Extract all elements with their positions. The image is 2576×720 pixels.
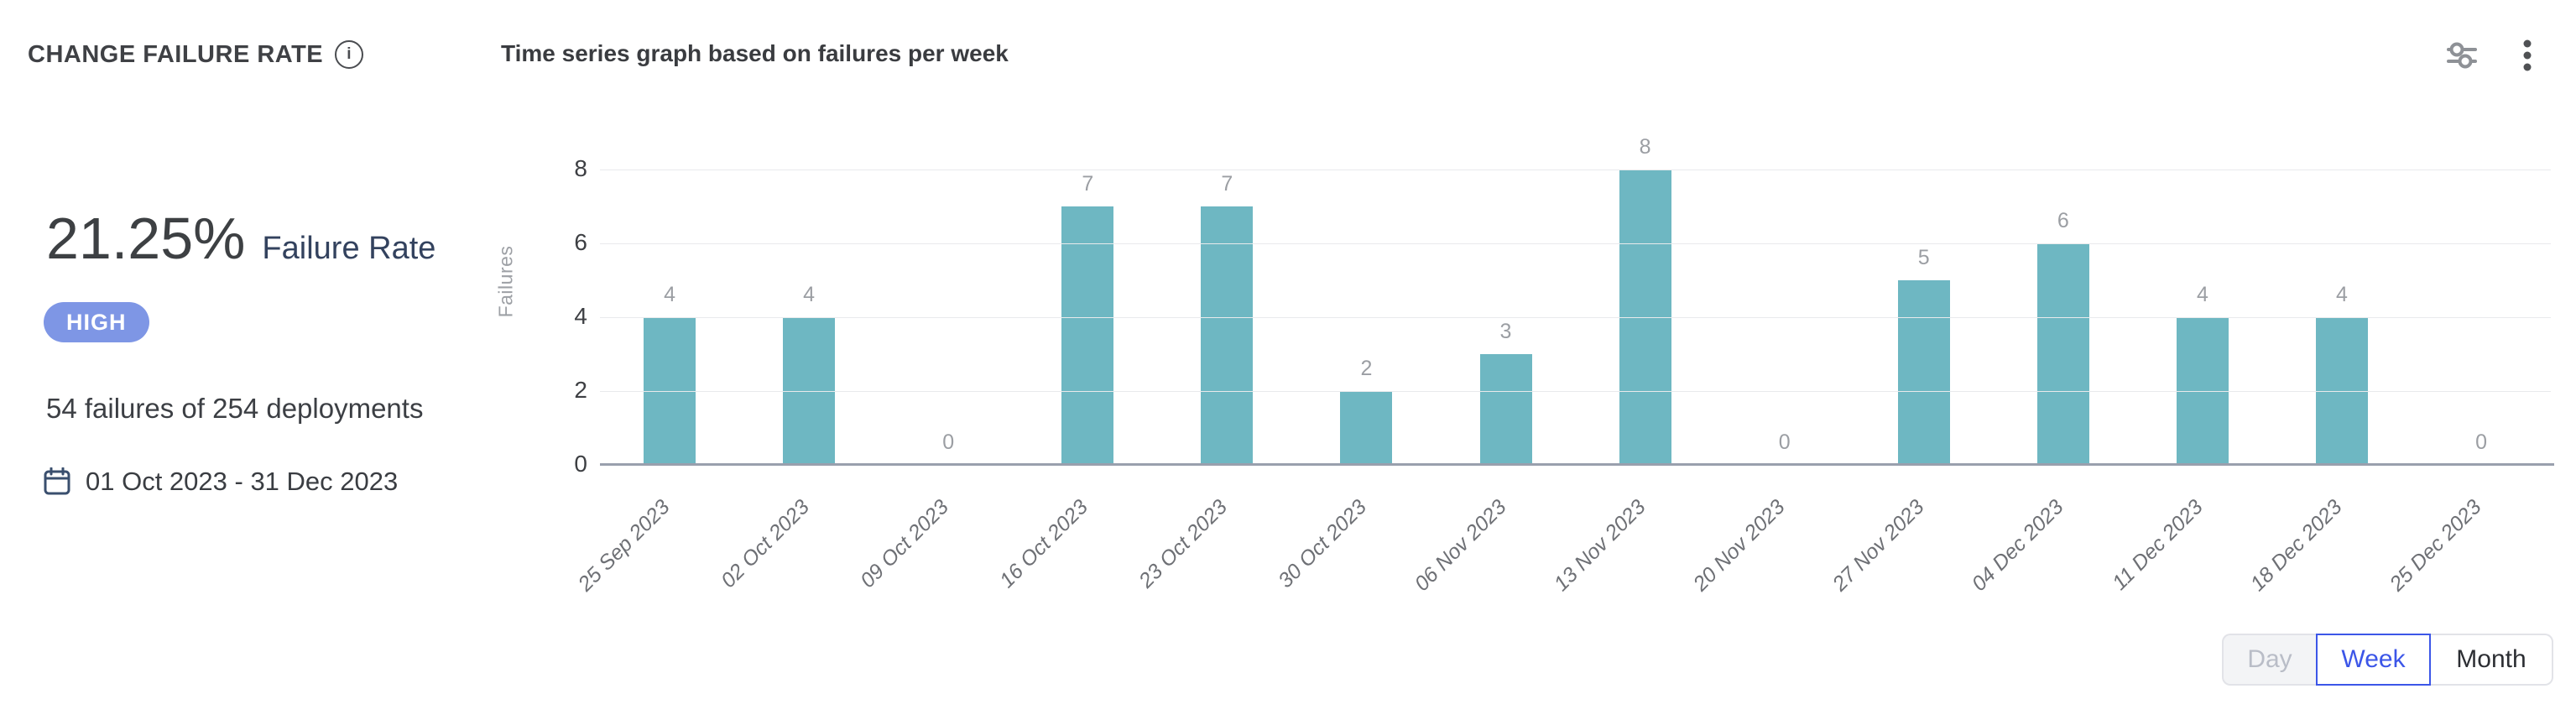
kebab-menu-button[interactable] bbox=[2519, 35, 2536, 78]
kebab-menu-icon bbox=[2522, 39, 2532, 75]
x-tick-label: 25 Sep 2023 bbox=[573, 495, 675, 597]
bar-chart-plot-area: 4 4 0 7 7 2 3 8 0 5 6 4 4 0 bbox=[600, 135, 2554, 466]
granularity-month-button[interactable]: Month bbox=[2431, 634, 2553, 686]
granularity-day-button[interactable]: Day bbox=[2222, 634, 2316, 686]
bar-slot: 0 bbox=[2412, 170, 2551, 465]
x-tick-label: 23 Oct 2023 bbox=[1134, 495, 1233, 593]
bar-slot: 6 bbox=[1994, 170, 2133, 465]
x-tick-label: 25 Dec 2023 bbox=[2385, 495, 2486, 597]
bar-value-label: 0 bbox=[942, 430, 955, 454]
widget-title-row: CHANGE FAILURE RATE i bbox=[28, 40, 364, 69]
granularity-week-button[interactable]: Week bbox=[2316, 634, 2431, 686]
bar-value-label: 4 bbox=[2196, 283, 2208, 306]
gridline bbox=[600, 391, 2551, 392]
bar-value-label: 6 bbox=[2057, 209, 2069, 232]
failure-rate-value: 21.25% bbox=[46, 206, 246, 271]
y-axis-title: Failures bbox=[494, 245, 517, 318]
chart-settings-button[interactable] bbox=[2443, 37, 2480, 76]
bar-value-label: 4 bbox=[664, 283, 675, 306]
bar-value-label: 7 bbox=[1082, 172, 1094, 196]
x-tick-label: 30 Oct 2023 bbox=[1274, 495, 1372, 593]
severity-badge: HIGH bbox=[44, 302, 149, 342]
bar[interactable] bbox=[1897, 280, 1950, 465]
x-tick-label: 13 Nov 2023 bbox=[1549, 495, 1650, 597]
info-icon[interactable]: i bbox=[335, 40, 364, 69]
y-axis-ticks: 0 2 4 6 8 bbox=[529, 155, 587, 477]
x-axis-baseline bbox=[600, 463, 2554, 466]
widget-title: CHANGE FAILURE RATE bbox=[28, 40, 324, 68]
bar-value-label: 3 bbox=[1499, 320, 1512, 343]
bar-value-label: 2 bbox=[1360, 357, 1373, 380]
gridline bbox=[600, 317, 2551, 318]
bar-value-label: 4 bbox=[803, 283, 816, 306]
bar-slot: 5 bbox=[1854, 170, 1994, 465]
x-tick-label: 06 Nov 2023 bbox=[1410, 495, 1511, 597]
bar-slot: 7 bbox=[1157, 170, 1296, 465]
failures-summary-text: 54 failures of 254 deployments bbox=[46, 393, 424, 424]
bar-value-label: 0 bbox=[2475, 430, 2487, 454]
y-tick-label: 6 bbox=[574, 229, 587, 255]
bar-value-label: 8 bbox=[1639, 135, 1651, 159]
failure-rate-label: Failure Rate bbox=[262, 231, 436, 266]
chart-title: Time series graph based on failures per … bbox=[501, 40, 1009, 66]
x-tick-label: 18 Dec 2023 bbox=[2245, 495, 2347, 597]
x-tick-label: 11 Dec 2023 bbox=[2107, 495, 2208, 595]
x-tick-label: 16 Oct 2023 bbox=[994, 495, 1093, 593]
bar-slot: 0 bbox=[879, 170, 1018, 465]
sliders-icon bbox=[2447, 40, 2477, 73]
bar-value-label: 4 bbox=[2336, 283, 2348, 306]
date-range-row: 01 Oct 2023 - 31 Dec 2023 bbox=[44, 467, 398, 497]
x-axis-labels: 25 Sep 2023 02 Oct 2023 09 Oct 2023 16 Oct … bbox=[574, 467, 2551, 634]
y-tick-label: 8 bbox=[574, 155, 587, 181]
y-tick-label: 2 bbox=[574, 377, 587, 403]
bar[interactable] bbox=[1201, 206, 1254, 465]
bar-slot: 3 bbox=[1436, 170, 1575, 465]
date-range-text: 01 Oct 2023 - 31 Dec 2023 bbox=[86, 467, 399, 496]
y-tick-label: 4 bbox=[574, 303, 587, 329]
bar-value-label: 5 bbox=[1917, 246, 1930, 269]
granularity-toggle: Day Week Month bbox=[2222, 634, 2553, 686]
bar[interactable] bbox=[1061, 206, 1114, 465]
bar[interactable] bbox=[2036, 243, 2089, 465]
bar-value-label: 0 bbox=[1778, 430, 1791, 454]
bar[interactable] bbox=[1479, 354, 1532, 465]
x-tick-label: 04 Dec 2023 bbox=[1967, 495, 2068, 597]
calendar-icon bbox=[44, 467, 70, 496]
gridline bbox=[600, 243, 2551, 244]
x-tick-label: 02 Oct 2023 bbox=[716, 495, 814, 593]
header-actions bbox=[2443, 35, 2536, 78]
bar-slot: 7 bbox=[1018, 170, 1157, 465]
x-tick-label: 09 Oct 2023 bbox=[855, 495, 953, 593]
bar-slot: 0 bbox=[1715, 170, 1854, 465]
metric-row: 21.25% Failure Rate bbox=[46, 205, 435, 272]
bar-slot: 2 bbox=[1296, 170, 1436, 465]
bar[interactable] bbox=[1340, 391, 1393, 465]
x-tick-label: 20 Nov 2023 bbox=[1688, 495, 1790, 597]
y-tick-label: 0 bbox=[574, 451, 587, 477]
x-tick-label: 27 Nov 2023 bbox=[1828, 495, 1929, 597]
bar-value-label: 7 bbox=[1221, 172, 1233, 196]
